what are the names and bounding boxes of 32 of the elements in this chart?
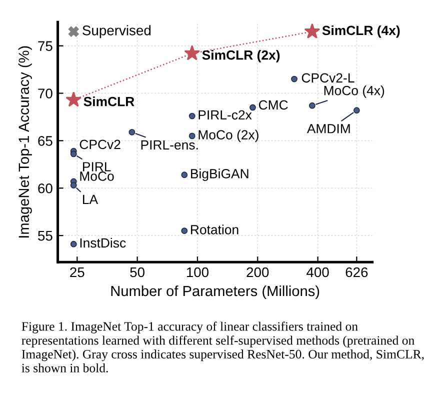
x-tick-label: 50 bbox=[130, 267, 144, 278]
annotation: PIRL-ens. bbox=[141, 140, 198, 150]
annotation: BigBiGAN bbox=[191, 168, 248, 181]
x-tick-label: 25 bbox=[70, 267, 84, 278]
x-tick-label: 626 bbox=[346, 267, 368, 278]
series-label: Supervised bbox=[82, 25, 151, 38]
annotation: CPCv2-L bbox=[302, 73, 354, 83]
caption: Figure 1. ImageNet Top-1 accuracy of linear classifiers trained on representations learned with different self-supervised methods (pretrained on ImageNet). Gray cross indicates supervised ResNet-50. Our method, SimCLR, is shown in bold. bbox=[22, 322, 424, 372]
annotation: MoCo (4x) bbox=[324, 86, 384, 98]
annotation: SimCLR bbox=[84, 96, 134, 106]
x-axis-title: Number of Parameters (Millions) bbox=[111, 285, 320, 300]
annotation: SimCLR (2x) bbox=[202, 50, 280, 62]
y-tick-label: 75 bbox=[38, 41, 52, 51]
annotation: InstDisc bbox=[80, 238, 126, 248]
annotation: MoCo (2x) bbox=[198, 130, 258, 142]
annotation: LA bbox=[83, 194, 98, 204]
y-tick-label: 60 bbox=[38, 183, 52, 194]
annotation: AMDIM bbox=[306, 124, 350, 134]
y-tick-label: 70 bbox=[38, 88, 52, 98]
y-tick-label: 65 bbox=[38, 136, 52, 146]
x-tick-label: 400 bbox=[306, 267, 329, 278]
annotation: Rotation bbox=[191, 224, 238, 234]
x-tick-label: 200 bbox=[246, 267, 269, 278]
y-tick-label: 55 bbox=[38, 231, 52, 241]
annotation: PIRL bbox=[83, 162, 111, 172]
annotation: CPCv2 bbox=[80, 140, 120, 150]
annotation: CMC bbox=[258, 100, 288, 110]
y-axis-title: ImageNet Top-1 Accuracy (%) bbox=[18, 46, 32, 238]
annotation: SimCLR (4x) bbox=[322, 25, 400, 38]
annotation: MoCo bbox=[80, 172, 114, 181]
x-tick-label: 100 bbox=[186, 267, 209, 278]
annotation: PIRL-c2x bbox=[198, 110, 252, 120]
